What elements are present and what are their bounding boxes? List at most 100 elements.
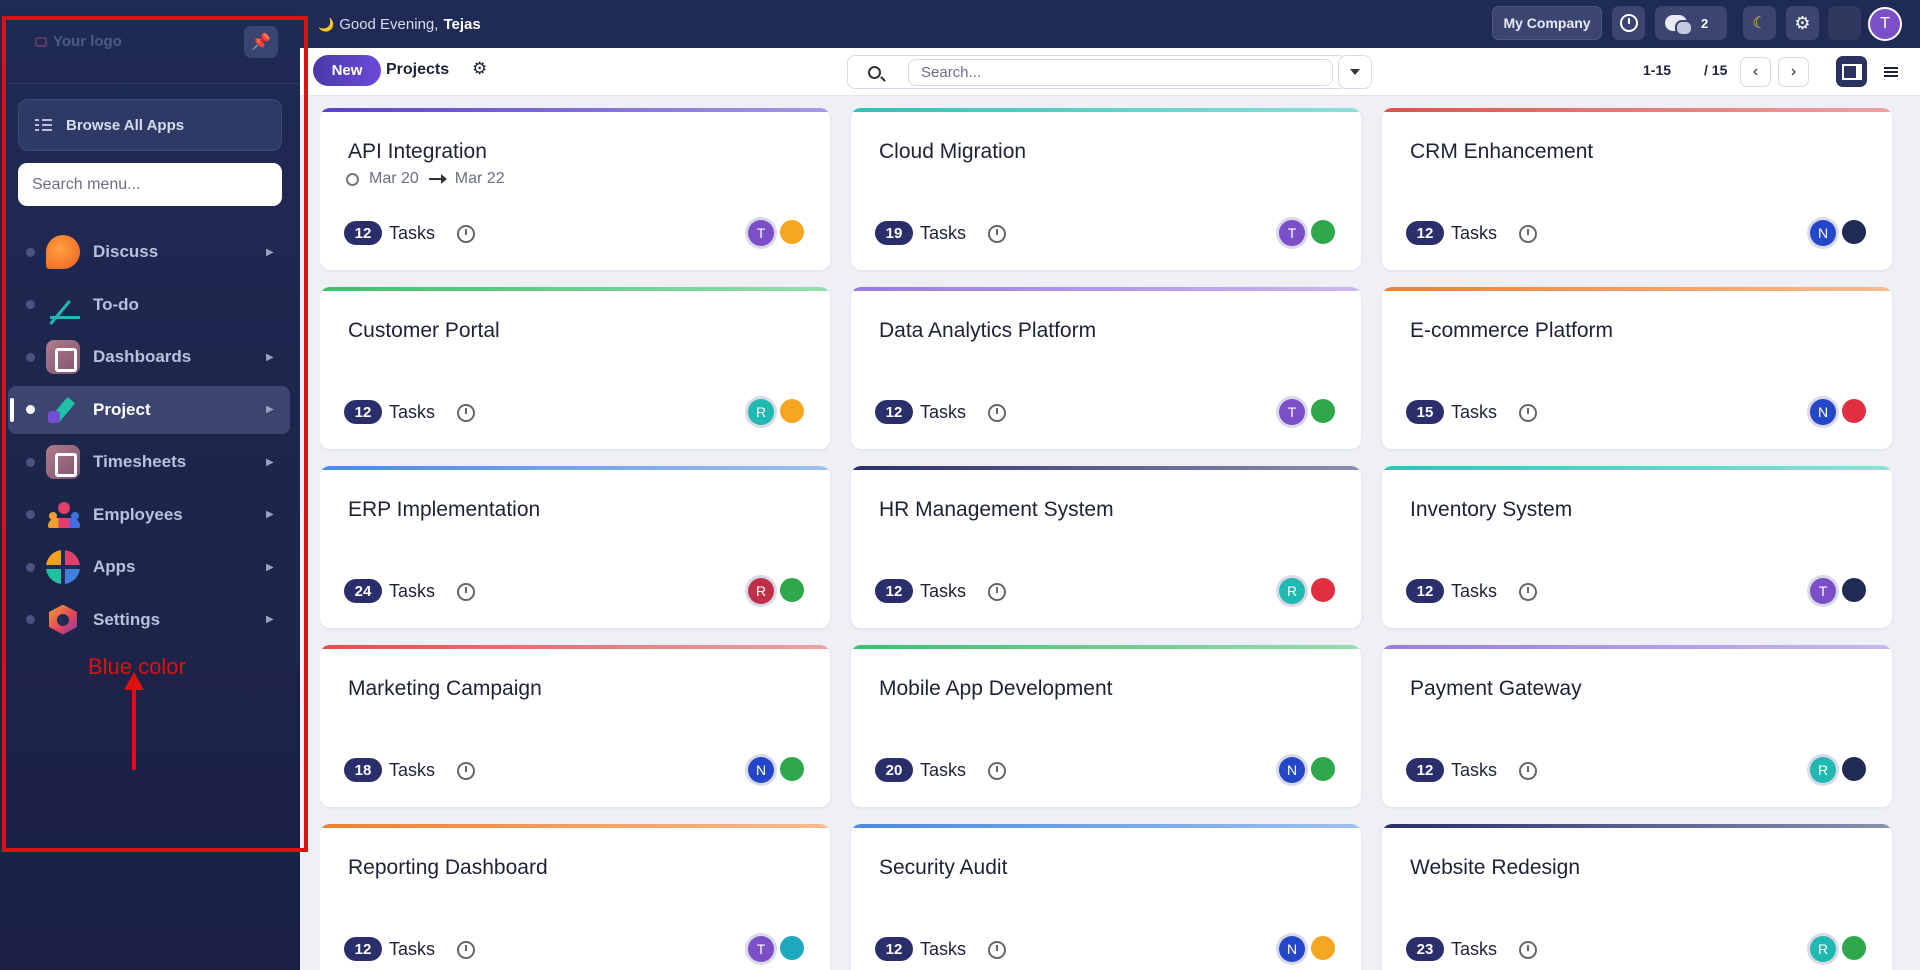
messages-button[interactable]: 2 (1655, 6, 1727, 40)
sidebar-item-dashboards[interactable]: Dashboards ▶ (8, 333, 290, 381)
avatar[interactable]: R (1279, 578, 1305, 604)
avatar[interactable]: N (1279, 757, 1305, 783)
status-dot[interactable] (1311, 757, 1335, 781)
clock-icon[interactable] (1519, 583, 1537, 601)
clock-icon[interactable] (1519, 404, 1537, 422)
sidebar-item-to-do[interactable]: To-do (8, 281, 290, 329)
gear-icon[interactable]: ⚙ (472, 59, 488, 78)
avatar[interactable]: R (748, 399, 774, 425)
tasks-label[interactable]: Tasks (920, 939, 967, 959)
clock-icon[interactable] (988, 404, 1006, 422)
user-avatar[interactable]: T (1868, 7, 1902, 41)
tasks-label[interactable]: Tasks (1451, 223, 1498, 243)
project-card[interactable]: CRM Enhancement 12 Tasks N (1382, 108, 1892, 270)
status-dot[interactable] (1842, 936, 1866, 960)
pager-range[interactable]: 1-15 (1643, 62, 1672, 78)
status-dot[interactable] (1311, 936, 1335, 960)
status-dot[interactable] (780, 220, 804, 244)
status-dot[interactable] (1842, 757, 1866, 781)
pin-sidebar-button[interactable]: 📌 (244, 26, 278, 58)
project-card[interactable]: Reporting Dashboard 12 Tasks T (320, 824, 830, 970)
clock-icon[interactable] (457, 941, 475, 959)
sidebar-item-project[interactable]: Project ▶ (8, 385, 290, 434)
task-count-badge[interactable]: 23 (1406, 937, 1444, 961)
clock-icon[interactable] (457, 225, 475, 243)
project-card[interactable]: Inventory System 12 Tasks T (1382, 466, 1892, 628)
avatar[interactable]: R (1810, 757, 1836, 783)
task-count-badge[interactable]: 12 (875, 937, 913, 961)
project-card[interactable]: Data Analytics Platform 12 Tasks T (851, 287, 1361, 449)
clock-icon[interactable] (988, 762, 1006, 780)
status-dot[interactable] (1311, 220, 1335, 244)
clock-icon[interactable] (457, 762, 475, 780)
sidebar-item-apps[interactable]: Apps ▶ (8, 543, 290, 591)
tasks-label[interactable]: Tasks (920, 223, 967, 243)
logo[interactable]: Your logo (35, 33, 122, 50)
task-count-badge[interactable]: 12 (1406, 579, 1444, 603)
task-count-badge[interactable]: 15 (1406, 400, 1444, 424)
search-options-dropdown[interactable] (1338, 55, 1372, 89)
task-count-badge[interactable]: 20 (875, 758, 913, 782)
clock-icon[interactable] (457, 404, 475, 422)
avatar[interactable]: R (1810, 936, 1836, 962)
status-dot[interactable] (1842, 220, 1866, 244)
status-dot[interactable] (1842, 399, 1866, 423)
kanban-view-button[interactable] (1836, 56, 1867, 87)
project-card[interactable]: E-commerce Platform 15 Tasks N (1382, 287, 1892, 449)
tasks-label[interactable]: Tasks (389, 760, 436, 780)
status-dot[interactable] (780, 757, 804, 781)
task-count-badge[interactable]: 12 (344, 400, 382, 424)
tasks-label[interactable]: Tasks (389, 402, 436, 422)
company-switcher-button[interactable]: My Company (1492, 6, 1602, 40)
tasks-label[interactable]: Tasks (920, 581, 967, 601)
dark-mode-toggle[interactable]: ☾ (1743, 6, 1776, 40)
project-card[interactable]: ERP Implementation 24 Tasks R (320, 466, 830, 628)
status-dot[interactable] (780, 936, 804, 960)
sidebar-item-employees[interactable]: Employees ▶ (8, 491, 290, 539)
project-card[interactable]: Payment Gateway 12 Tasks R (1382, 645, 1892, 807)
project-card[interactable]: Mobile App Development 20 Tasks N (851, 645, 1361, 807)
clock-icon[interactable] (457, 583, 475, 601)
pager-next-button[interactable]: › (1778, 57, 1809, 87)
sidebar-item-settings[interactable]: Settings ▶ (8, 596, 290, 644)
avatar[interactable]: R (748, 578, 774, 604)
clock-icon[interactable] (1519, 225, 1537, 243)
tasks-label[interactable]: Tasks (389, 939, 436, 959)
status-dot[interactable] (1311, 399, 1335, 423)
tasks-label[interactable]: Tasks (1451, 402, 1498, 422)
pager-previous-button[interactable]: ‹ (1740, 57, 1771, 87)
clock-icon[interactable] (1519, 762, 1537, 780)
status-dot[interactable] (780, 399, 804, 423)
avatar[interactable]: T (748, 936, 774, 962)
tasks-label[interactable]: Tasks (389, 223, 436, 243)
project-card[interactable]: Customer Portal 12 Tasks R (320, 287, 830, 449)
browse-all-apps-button[interactable]: Browse All Apps (18, 99, 282, 151)
project-card[interactable]: API Integration Mar 20 Mar 22 12 Tasks T (320, 108, 830, 270)
sidebar-item-discuss[interactable]: Discuss ▶ (8, 228, 290, 276)
status-dot[interactable] (1311, 578, 1335, 602)
status-dot[interactable] (780, 578, 804, 602)
project-card[interactable]: Website Redesign 23 Tasks R (1382, 824, 1892, 970)
activity-button[interactable] (1612, 6, 1645, 40)
tasks-label[interactable]: Tasks (1451, 939, 1498, 959)
avatar[interactable]: T (1279, 399, 1305, 425)
clock-icon[interactable] (988, 583, 1006, 601)
task-count-badge[interactable]: 18 (344, 758, 382, 782)
tasks-label[interactable]: Tasks (1451, 760, 1498, 780)
tasks-label[interactable]: Tasks (1451, 581, 1498, 601)
clock-icon[interactable] (988, 225, 1006, 243)
avatar[interactable]: N (1279, 936, 1305, 962)
project-card[interactable]: Marketing Campaign 18 Tasks N (320, 645, 830, 807)
tasks-label[interactable]: Tasks (389, 581, 436, 601)
fullscreen-button[interactable] (1828, 6, 1861, 40)
project-card[interactable]: Cloud Migration 19 Tasks T (851, 108, 1361, 270)
sidebar-item-timesheets[interactable]: Timesheets ▶ (8, 438, 290, 486)
task-count-badge[interactable]: 12 (875, 400, 913, 424)
settings-button[interactable]: ⚙ (1786, 6, 1819, 40)
project-card[interactable]: HR Management System 12 Tasks R (851, 466, 1361, 628)
avatar[interactable]: T (748, 220, 774, 246)
new-button[interactable]: New (313, 55, 381, 86)
avatar[interactable]: N (748, 757, 774, 783)
avatar[interactable]: N (1810, 220, 1836, 246)
clock-icon[interactable] (1519, 941, 1537, 959)
